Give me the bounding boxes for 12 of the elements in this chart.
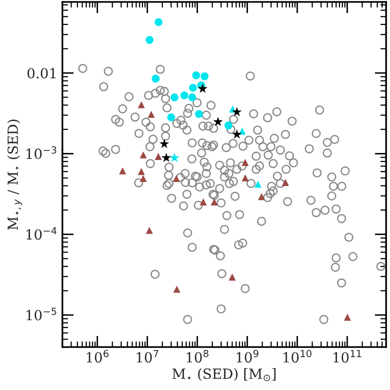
x-tick-label: 10$^{9}$ [236,350,258,363]
x-tick-label: 10$^{6}$ [86,350,108,363]
x-tick-label: 10$^{8}$ [186,350,208,363]
x-tick-label: 10$^{11}$ [334,350,362,363]
y-axis-title: M$_{⋆,y}$ / M$_{⋆}$ (SED) [7,120,22,230]
y-tick-label: 10$^{−3}$ [26,146,56,160]
y-tick-label: 10$^{−4}$ [26,227,56,240]
y-tick-label: 10$^{−5}$ [26,308,56,320]
y-tick-label: 0.01 [28,68,56,78]
x-tick-label: 10$^{7}$ [136,350,158,363]
x-tick-label: 10$^{10}$ [284,350,312,363]
x-axis-title: M$_{⋆}$ (SED) [M$_{⊙}$] [172,368,276,382]
